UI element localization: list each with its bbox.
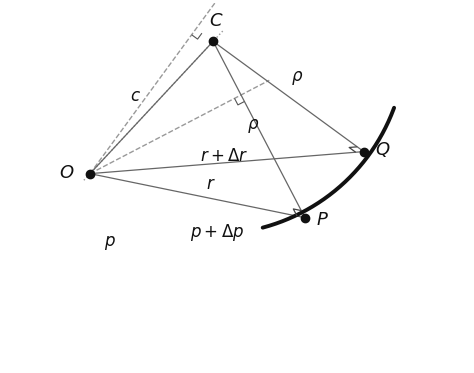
Text: $\rho$: $\rho$ (292, 69, 304, 87)
Text: $O$: $O$ (59, 164, 74, 182)
Text: $Q$: $Q$ (375, 140, 390, 159)
Text: $p$: $p$ (104, 235, 116, 253)
Text: $r$: $r$ (207, 176, 216, 193)
Text: $P$: $P$ (316, 211, 329, 229)
Text: $r + \Delta r$: $r + \Delta r$ (200, 148, 248, 165)
Text: $p + \Delta p$: $p + \Delta p$ (190, 222, 244, 243)
Text: $C$: $C$ (209, 12, 223, 29)
Text: $c$: $c$ (130, 88, 141, 105)
Text: $\rho$: $\rho$ (247, 117, 260, 135)
